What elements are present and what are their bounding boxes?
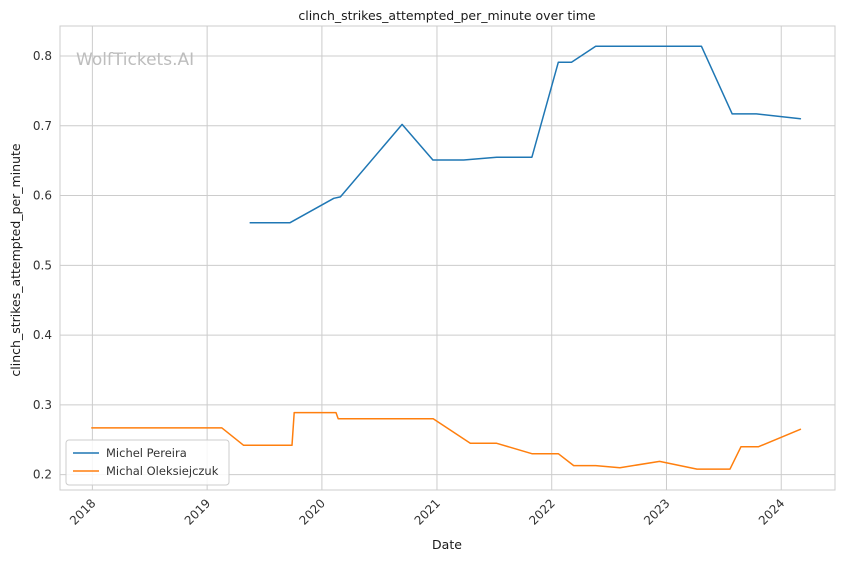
y-axis-ticks: 0.2 0.3 0.4 0.5 0.6 0.7 0.8 <box>33 49 52 482</box>
legend-frame <box>65 439 230 486</box>
y-tick-label: 0.3 <box>33 398 52 412</box>
y-tick-label: 0.4 <box>33 328 52 342</box>
legend-label-michal-oleksiejczuk: Michal Oleksiejczuk <box>106 464 219 478</box>
series-line-michel-pereira <box>249 45 802 224</box>
watermark-text: WolfTickets.AI <box>76 50 194 70</box>
legend: Michel Pereira Michal Oleksiejczuk <box>65 439 230 486</box>
series-lines <box>91 45 802 470</box>
y-tick-label: 0.6 <box>33 189 52 203</box>
y-tick-label: 0.2 <box>33 468 52 482</box>
y-tick-label: 0.8 <box>33 49 52 63</box>
y-tick-label: 0.5 <box>33 258 52 272</box>
chart-title: clinch_strikes_attempted_per_minute over… <box>298 8 596 23</box>
series-line-michal-oleksiejczuk <box>91 411 802 470</box>
y-axis-label: clinch_strikes_attempted_per_minute <box>8 143 23 377</box>
x-axis-label: Date <box>432 537 462 552</box>
legend-label-michel-pereira: Michel Pereira <box>106 446 187 460</box>
y-tick-label: 0.7 <box>33 119 52 133</box>
plot-area-frame <box>59 25 836 491</box>
